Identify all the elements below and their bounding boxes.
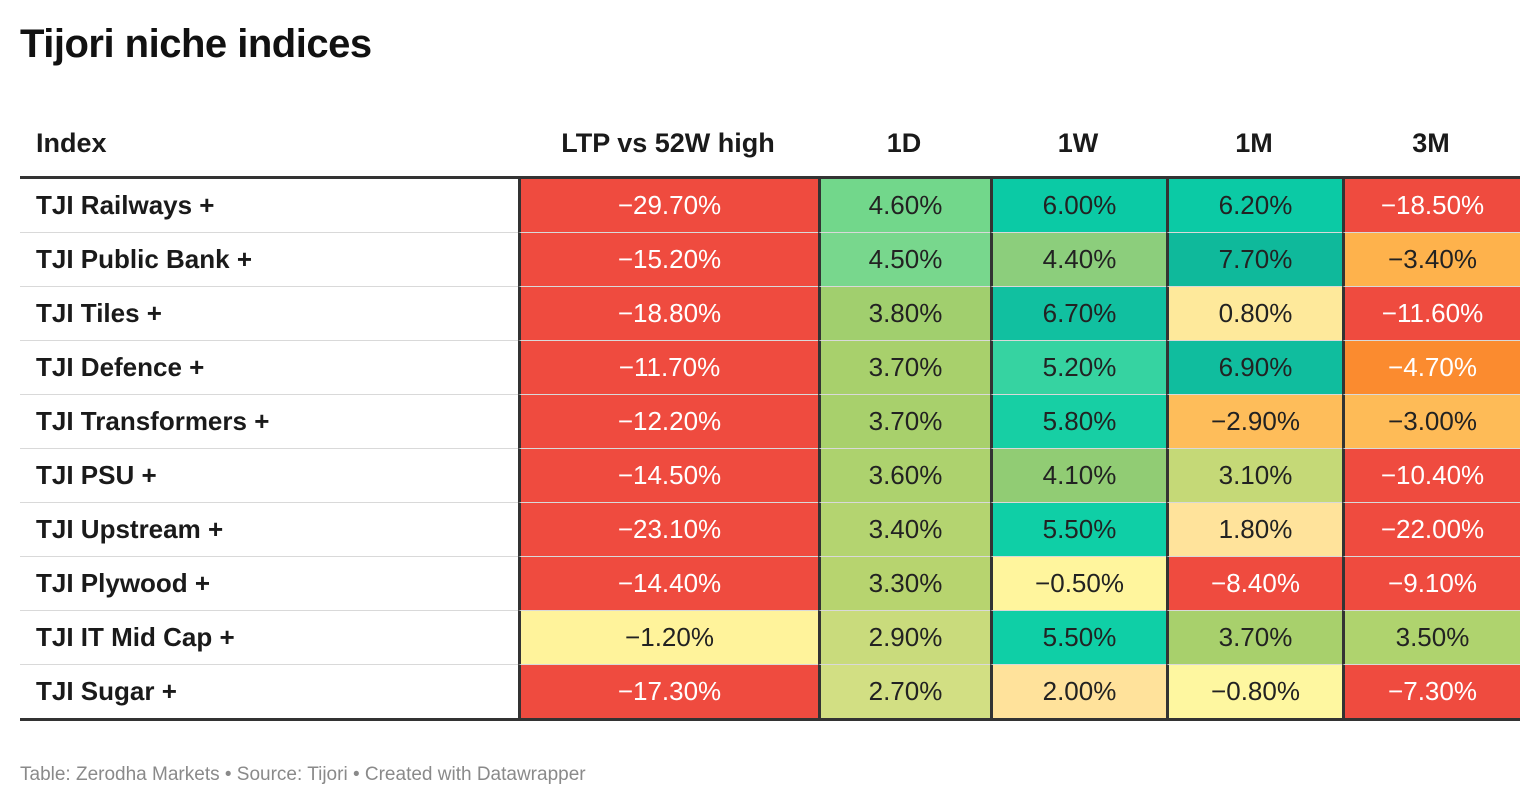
value-cell-1d: 4.50% xyxy=(818,233,990,287)
value-cell-ltp-vs-52w-high: −23.10% xyxy=(518,503,818,557)
value-cell-3m: −3.40% xyxy=(1342,233,1520,287)
index-name-cell: TJI Upstream + xyxy=(20,503,518,557)
table-row: TJI Sugar + −17.30% 2.70% 2.00% −0.80% −7.30% xyxy=(20,665,1520,721)
value-cell-1d: 4.60% xyxy=(818,179,990,233)
column-header-index[interactable]: Index xyxy=(20,110,518,179)
index-name-cell: TJI IT Mid Cap + xyxy=(20,611,518,665)
value-cell-3m: −3.00% xyxy=(1342,395,1520,449)
value-cell-ltp-vs-52w-high: −14.40% xyxy=(518,557,818,611)
value-cell-ltp-vs-52w-high: −11.70% xyxy=(518,341,818,395)
value-cell-ltp-vs-52w-high: −17.30% xyxy=(518,665,818,721)
table-row: TJI Plywood + −14.40% 3.30% −0.50% −8.40% −9.… xyxy=(20,557,1520,611)
index-name-cell: TJI Sugar + xyxy=(20,665,518,721)
value-cell-3m: −9.10% xyxy=(1342,557,1520,611)
value-cell-1d: 3.80% xyxy=(818,287,990,341)
value-cell-1d: 3.40% xyxy=(818,503,990,557)
value-cell-ltp-vs-52w-high: −1.20% xyxy=(518,611,818,665)
indices-table: Index LTP vs 52W high 1D 1W 1M 3M TJI Ra… xyxy=(20,110,1520,721)
value-cell-1m: 7.70% xyxy=(1166,233,1342,287)
value-cell-3m: −10.40% xyxy=(1342,449,1520,503)
value-cell-1m: −8.40% xyxy=(1166,557,1342,611)
table-row: TJI PSU + −14.50% 3.60% 4.10% 3.10% −10.40% xyxy=(20,449,1520,503)
value-cell-1m: −0.80% xyxy=(1166,665,1342,721)
value-cell-1m: 1.80% xyxy=(1166,503,1342,557)
value-cell-1w: 5.50% xyxy=(990,611,1166,665)
table-row: TJI Tiles + −18.80% 3.80% 6.70% 0.80% −11.60% xyxy=(20,287,1520,341)
index-name-cell: TJI Tiles + xyxy=(20,287,518,341)
value-cell-1w: 5.50% xyxy=(990,503,1166,557)
value-cell-3m: −7.30% xyxy=(1342,665,1520,721)
value-cell-ltp-vs-52w-high: −14.50% xyxy=(518,449,818,503)
value-cell-3m: −22.00% xyxy=(1342,503,1520,557)
value-cell-1d: 2.70% xyxy=(818,665,990,721)
table-row: TJI Upstream + −23.10% 3.40% 5.50% 1.80% −22.… xyxy=(20,503,1520,557)
value-cell-3m: −11.60% xyxy=(1342,287,1520,341)
index-name-cell: TJI Railways + xyxy=(20,179,518,233)
index-name-cell: TJI Public Bank + xyxy=(20,233,518,287)
column-header-ltp-vs-52w-high[interactable]: LTP vs 52W high xyxy=(518,110,818,179)
table-row: TJI Public Bank + −15.20% 4.50% 4.40% 7.70% −… xyxy=(20,233,1520,287)
column-header-1w[interactable]: 1W xyxy=(990,110,1166,179)
table-row: TJI Defence + −11.70% 3.70% 5.20% 6.90% −4.70… xyxy=(20,341,1520,395)
value-cell-1d: 3.30% xyxy=(818,557,990,611)
value-cell-1d: 3.70% xyxy=(818,395,990,449)
value-cell-1d: 3.60% xyxy=(818,449,990,503)
value-cell-1w: 2.00% xyxy=(990,665,1166,721)
value-cell-ltp-vs-52w-high: −15.20% xyxy=(518,233,818,287)
index-name-cell: TJI Defence + xyxy=(20,341,518,395)
table-row: TJI Transformers + −12.20% 3.70% 5.80% −2.90… xyxy=(20,395,1520,449)
index-name-cell: TJI Transformers + xyxy=(20,395,518,449)
index-name-cell: TJI PSU + xyxy=(20,449,518,503)
value-cell-3m: −18.50% xyxy=(1342,179,1520,233)
value-cell-1m: 6.90% xyxy=(1166,341,1342,395)
value-cell-1m: 0.80% xyxy=(1166,287,1342,341)
value-cell-1w: 6.70% xyxy=(990,287,1166,341)
value-cell-1d: 2.90% xyxy=(818,611,990,665)
value-cell-1d: 3.70% xyxy=(818,341,990,395)
column-header-1m[interactable]: 1M xyxy=(1166,110,1342,179)
index-name-cell: TJI Plywood + xyxy=(20,557,518,611)
value-cell-1w: 4.40% xyxy=(990,233,1166,287)
table-body: TJI Railways + −29.70% 4.60% 6.00% 6.20% −18.… xyxy=(20,179,1520,721)
column-header-3m[interactable]: 3M xyxy=(1342,110,1520,179)
value-cell-1w: 5.20% xyxy=(990,341,1166,395)
footer-credit: Table: Zerodha Markets • Source: Tijori … xyxy=(20,764,586,785)
value-cell-3m: 3.50% xyxy=(1342,611,1520,665)
value-cell-1w: 6.00% xyxy=(990,179,1166,233)
value-cell-1m: 6.20% xyxy=(1166,179,1342,233)
value-cell-1w: −0.50% xyxy=(990,557,1166,611)
chart-title: Tijori niche indices xyxy=(20,22,372,66)
value-cell-1w: 4.10% xyxy=(990,449,1166,503)
value-cell-1m: 3.70% xyxy=(1166,611,1342,665)
value-cell-1m: −2.90% xyxy=(1166,395,1342,449)
value-cell-ltp-vs-52w-high: −29.70% xyxy=(518,179,818,233)
value-cell-ltp-vs-52w-high: −18.80% xyxy=(518,287,818,341)
table-header-row: Index LTP vs 52W high 1D 1W 1M 3M xyxy=(20,110,1520,179)
table-row: TJI IT Mid Cap + −1.20% 2.90% 5.50% 3.70% 3.5… xyxy=(20,611,1520,665)
value-cell-ltp-vs-52w-high: −12.20% xyxy=(518,395,818,449)
value-cell-1m: 3.10% xyxy=(1166,449,1342,503)
value-cell-3m: −4.70% xyxy=(1342,341,1520,395)
column-header-1d[interactable]: 1D xyxy=(818,110,990,179)
table-row: TJI Railways + −29.70% 4.60% 6.00% 6.20% −18.… xyxy=(20,179,1520,233)
value-cell-1w: 5.80% xyxy=(990,395,1166,449)
